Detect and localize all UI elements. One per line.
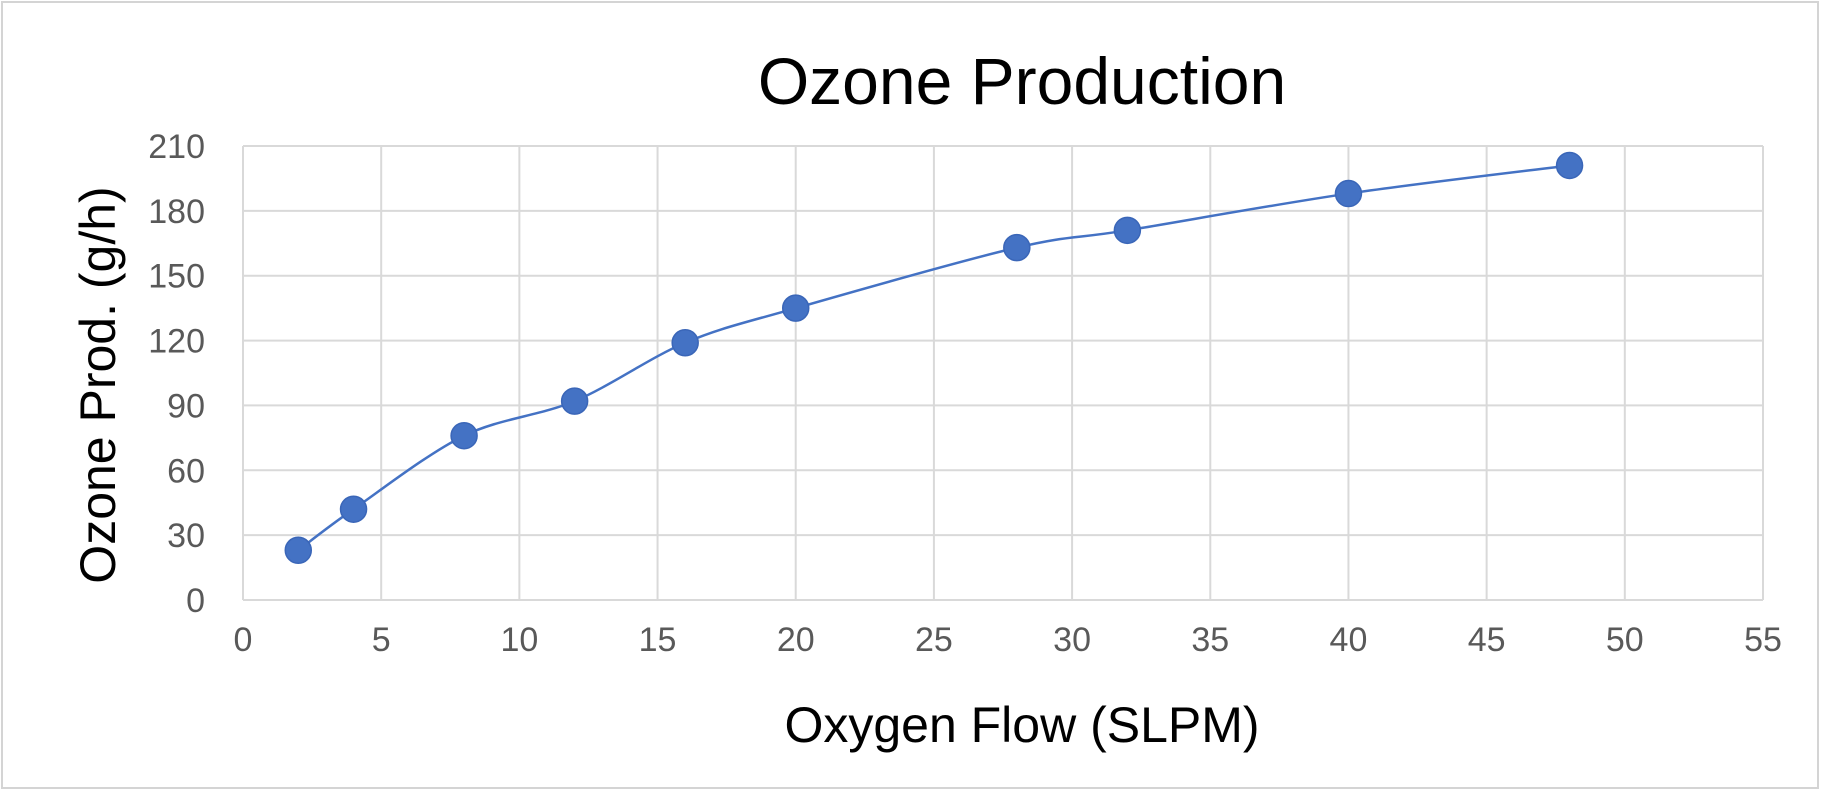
chart-title: Ozone Production	[758, 44, 1286, 118]
data-point	[339, 495, 368, 523]
data-point	[560, 387, 589, 415]
y-tick-label: 150	[148, 258, 205, 296]
x-axis-ticks: 0 5 10 15 20 25 30 35 40 45 50 55	[234, 621, 1782, 659]
series-group	[284, 151, 1584, 565]
x-tick-label: 35	[1191, 621, 1229, 659]
y-tick-label: 30	[167, 517, 205, 555]
x-tick-label: 5	[372, 621, 391, 659]
data-point	[671, 328, 699, 357]
x-tick-label: 45	[1468, 621, 1506, 659]
gridlines	[242, 145, 1764, 601]
data-point	[781, 294, 810, 322]
x-tick-label: 25	[915, 621, 953, 659]
x-tick-label: 0	[234, 621, 253, 659]
x-tick-label: 40	[1330, 621, 1368, 659]
data-point	[1003, 233, 1031, 262]
y-tick-label: 0	[186, 582, 205, 620]
x-tick-label: 30	[1053, 621, 1091, 659]
data-point	[1555, 151, 1584, 180]
y-tick-label: 90	[167, 387, 205, 425]
x-tick-label: 20	[777, 621, 815, 659]
x-tick-label: 55	[1744, 621, 1782, 659]
x-tick-label: 10	[500, 621, 538, 659]
data-point	[450, 421, 478, 450]
x-axis-title: Oxygen Flow (SLPM)	[784, 697, 1259, 753]
y-tick-label: 120	[148, 323, 205, 361]
x-tick-label: 15	[639, 621, 677, 659]
y-tick-label: 210	[148, 128, 205, 166]
y-axis-title: Ozone Prod. (g/h)	[70, 186, 126, 583]
y-tick-label: 60	[167, 452, 205, 490]
y-axis-ticks: 0 30 60 90 120 150 180 210	[148, 128, 205, 620]
data-point	[284, 536, 313, 565]
x-tick-label: 50	[1606, 621, 1644, 659]
y-tick-label: 180	[148, 193, 205, 231]
data-point	[1113, 216, 1142, 245]
data-point	[1334, 179, 1363, 208]
